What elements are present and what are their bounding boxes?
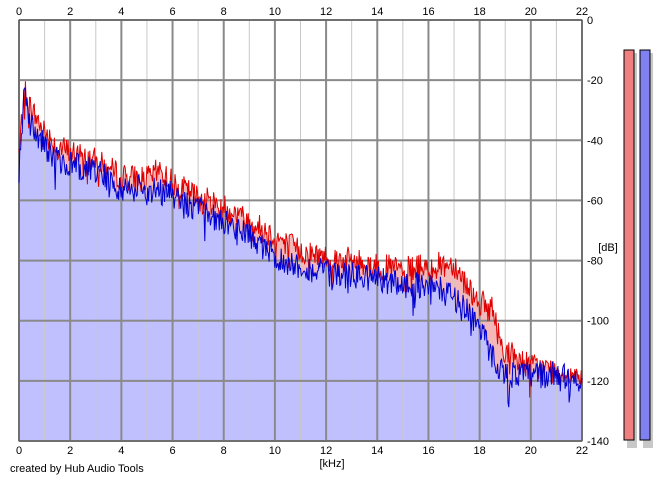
x-tick-label-bottom: 16 — [422, 445, 434, 457]
x-tick-label-bottom: 8 — [221, 445, 227, 457]
x-tick-label-top: 18 — [474, 6, 486, 18]
x-tick-label-bottom: 20 — [525, 445, 537, 457]
series-line-channel-2 — [18, 87, 583, 408]
y-tick-label: -120 — [587, 376, 609, 388]
y-axis-label: [dB] — [598, 242, 618, 254]
x-tick-label-top: 14 — [371, 6, 383, 18]
x-tick-label-top: 6 — [169, 6, 175, 18]
y-tick-label: 0 — [587, 15, 593, 27]
level-meter-bar — [623, 49, 635, 441]
x-tick-label-top: 20 — [525, 6, 537, 18]
x-tick-label-top: 0 — [16, 6, 22, 18]
y-tick-label: -20 — [587, 75, 603, 87]
y-tick-label: -100 — [587, 316, 609, 328]
chart-axes: 002244668810101212141416161818202022220-… — [16, 6, 609, 457]
y-tick-label: -80 — [587, 256, 603, 268]
x-tick-label-bottom: 0 — [16, 445, 22, 457]
channel-2-fill — [19, 88, 582, 441]
y-tick-label: -40 — [587, 135, 603, 147]
x-tick-label-bottom: 2 — [67, 445, 73, 457]
x-tick-label-top: 4 — [118, 6, 124, 18]
y-tick-label: -60 — [587, 195, 603, 207]
x-tick-label-bottom: 6 — [169, 445, 175, 457]
x-tick-label-top: 16 — [422, 6, 434, 18]
level-meters — [623, 49, 653, 448]
x-tick-label-bottom: 12 — [320, 445, 332, 457]
x-tick-label-top: 2 — [67, 6, 73, 18]
x-tick-label-top: 8 — [221, 6, 227, 18]
x-tick-label-bottom: 4 — [118, 445, 124, 457]
plot-border — [18, 19, 583, 442]
x-axis-label: [kHz] — [319, 458, 344, 470]
x-tick-label-top: 12 — [320, 6, 332, 18]
level-meter-bar — [639, 49, 651, 441]
credit-text: created by Hub Audio Tools — [10, 463, 144, 475]
x-tick-label-bottom: 10 — [269, 445, 281, 457]
x-tick-label-bottom: 18 — [474, 445, 486, 457]
x-tick-label-bottom: 14 — [371, 445, 383, 457]
x-tick-label-top: 10 — [269, 6, 281, 18]
y-tick-label: -140 — [587, 436, 609, 448]
x-tick-label-top: 22 — [576, 6, 588, 18]
series-lines — [18, 81, 583, 408]
x-tick-label-bottom: 22 — [576, 445, 588, 457]
series-line-channel-1 — [18, 81, 583, 398]
